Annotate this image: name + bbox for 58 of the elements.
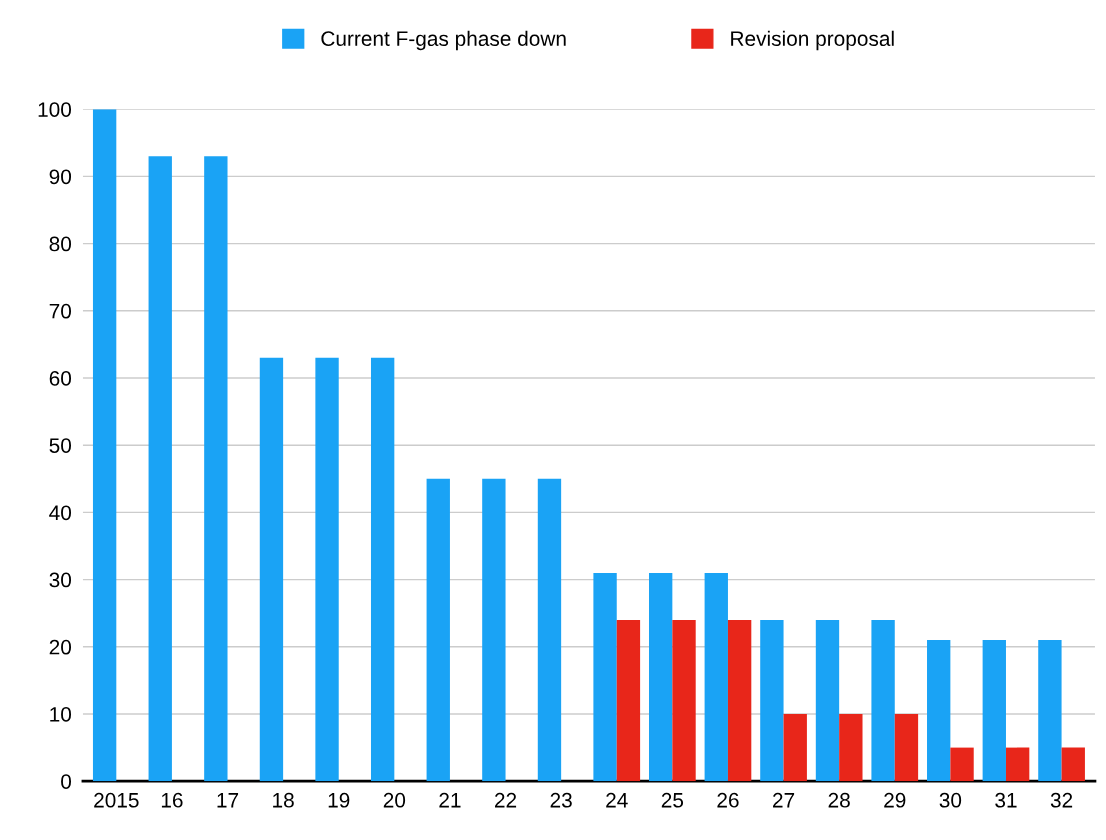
x-tick-label: 23 [550,792,572,808]
x-tick-label: 2015 [94,792,139,808]
x-tick-label: 20 [383,792,406,808]
bar [616,619,641,782]
x-tick-label: 26 [717,792,739,808]
x-tick-label: 21 [439,792,461,808]
bar [649,572,673,782]
x-tick-label: 30 [939,792,962,808]
bar [927,640,951,782]
bar [148,156,172,782]
bar [1005,747,1030,782]
y-tick-label: 90 [49,169,72,185]
x-tick-label: 25 [661,792,684,808]
bar [783,714,807,782]
x-tick-label: 22 [495,792,517,808]
bar [760,619,784,782]
bar [92,109,117,782]
y-tick-label: 10 [50,707,72,722]
bar [370,357,395,782]
y-tick-label: 70 [49,303,72,319]
bar [894,714,919,782]
bar [1038,640,1062,782]
bar [871,619,895,782]
y-tick-label: 30 [49,572,72,588]
x-tick-label: 24 [606,792,628,808]
bar [204,156,228,782]
y-tick-label: 100 [38,102,72,117]
legend-label: Current F-gas phase down [321,30,566,51]
bar [672,619,696,782]
bar [839,714,863,782]
x-tick-label: 29 [884,792,906,808]
x-tick-label: 32 [1050,792,1073,808]
x-tick-label: 28 [828,792,850,808]
bar [704,572,728,782]
bar [727,619,752,782]
x-tick-label: 31 [995,792,1017,808]
bar [1061,747,1085,782]
x-tick-label: 19 [328,792,350,808]
bar [482,478,506,782]
y-tick-label: 80 [49,236,72,252]
bar [982,640,1006,782]
y-tick-label: 20 [49,639,72,655]
y-tick-label: 40 [49,505,72,521]
y-tick-label: 60 [49,371,72,386]
bar [426,478,450,782]
bar [315,357,339,782]
bar [537,478,562,782]
bar [950,747,974,782]
y-tick-label: 0 [61,774,72,789]
bar [815,619,840,782]
x-tick-label: 17 [217,793,239,808]
bar [259,357,284,782]
y-tick-label: 50 [49,438,72,453]
x-tick-label: 27 [773,792,795,808]
x-tick-label: 16 [161,792,183,808]
bar [593,572,617,782]
x-tick-label: 18 [273,792,294,808]
legend-label: Revision proposal [731,30,894,51]
